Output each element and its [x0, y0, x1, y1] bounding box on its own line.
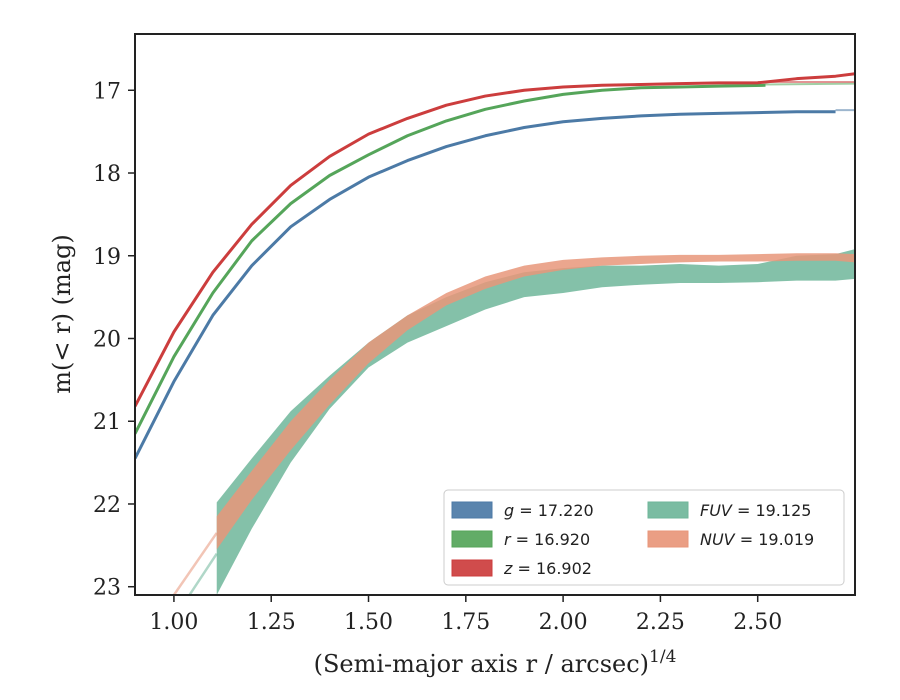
fit-nuv — [172, 532, 218, 595]
legend-label-band: NUV — [700, 530, 736, 549]
fit-r — [765, 82, 855, 86]
legend-label-value: = 16.902 — [512, 559, 592, 578]
x-axis-label-exponent: 1/4 — [649, 647, 676, 667]
legend-label-value: = 19.125 — [732, 501, 812, 520]
legend-box — [443, 489, 845, 586]
y-tick-label: 23 — [93, 576, 121, 601]
y-tick-label: 22 — [93, 493, 121, 518]
x-tick-label: 1.25 — [247, 610, 296, 635]
plot-area — [135, 72, 855, 595]
x-tick-label: 1.00 — [149, 610, 198, 635]
legend-label: NUV = 19.019 — [700, 530, 814, 549]
legend-swatch — [451, 501, 493, 519]
legend-label-band: z — [503, 559, 513, 578]
y-axis-label: m(< r) (mag) — [48, 234, 76, 393]
legend-label-band: g — [504, 501, 514, 520]
plot-frame — [134, 33, 856, 596]
line-z — [135, 72, 855, 408]
legend-swatch — [451, 559, 493, 577]
legend-label-value: = 19.019 — [735, 530, 815, 549]
line-g — [135, 110, 836, 460]
legend-label-band: r — [504, 530, 512, 549]
legend-label: g = 17.220 — [504, 501, 594, 520]
x-tick-label: 2.50 — [733, 610, 782, 635]
y-tick-label: 17 — [93, 79, 121, 104]
y-tick-label: 21 — [93, 410, 121, 435]
legend-label-value: = 16.920 — [511, 530, 591, 549]
legend-swatch — [451, 530, 493, 548]
x-axis-label-text: (Semi-major axis r / arcsec) — [314, 650, 649, 678]
y-tick-label: 20 — [93, 327, 121, 352]
x-tick-label: 2.25 — [636, 610, 685, 635]
legend-label-value: = 17.220 — [514, 501, 594, 520]
legend-label: z = 16.902 — [503, 559, 592, 578]
legend-label: r = 16.920 — [504, 530, 590, 549]
legend-swatch — [647, 530, 689, 548]
y-tick-label: 19 — [93, 245, 121, 270]
x-axis-label: (Semi-major axis r / arcsec)1/4 — [314, 647, 677, 678]
line-r — [135, 83, 766, 435]
fit-fuv — [188, 552, 218, 595]
legend-swatch — [647, 501, 689, 519]
x-tick-label: 1.50 — [344, 610, 393, 635]
axis-ticks: 1.00 1.25 1.50 1.75 2.00 2.25 2.50 17 18 19 20 21 22… — [93, 79, 782, 635]
x-tick-label: 2.00 — [539, 610, 588, 635]
y-tick-label: 18 — [93, 162, 121, 187]
legend-label-band: FUV — [700, 501, 733, 520]
legend-label: FUV = 19.125 — [700, 501, 811, 520]
x-tick-label: 1.75 — [441, 610, 490, 635]
